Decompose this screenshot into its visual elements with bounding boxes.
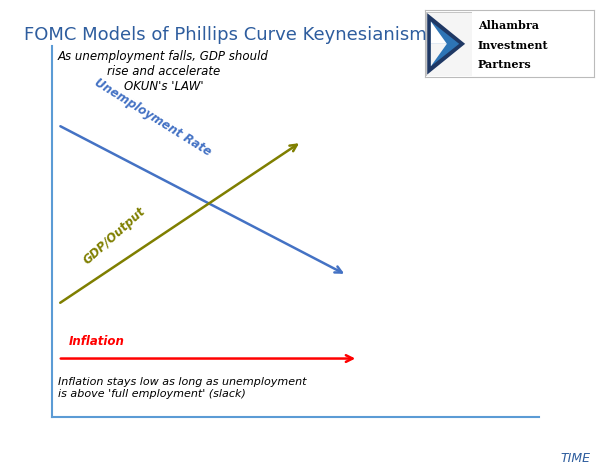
Text: TIME: TIME — [561, 452, 591, 465]
Text: GDP/Output: GDP/Output — [80, 204, 148, 267]
Polygon shape — [427, 13, 465, 74]
Polygon shape — [431, 21, 459, 66]
Text: Investment: Investment — [478, 40, 549, 51]
Text: Partners: Partners — [478, 59, 532, 70]
Polygon shape — [431, 21, 447, 44]
FancyBboxPatch shape — [426, 12, 472, 76]
Text: FOMC Models of Phillips Curve Keynesianism: FOMC Models of Phillips Curve Keynesiani… — [24, 26, 427, 44]
Text: Alhambra: Alhambra — [478, 20, 539, 31]
Text: Inflation: Inflation — [69, 335, 125, 348]
Polygon shape — [431, 44, 447, 66]
Text: As unemployment falls, GDP should
rise and accelerate
OKUN's 'LAW': As unemployment falls, GDP should rise a… — [58, 50, 269, 93]
Text: Inflation stays low as long as unemployment
is above 'full employment' (slack): Inflation stays low as long as unemploym… — [58, 377, 306, 399]
Text: Unemployment Rate: Unemployment Rate — [92, 76, 213, 158]
